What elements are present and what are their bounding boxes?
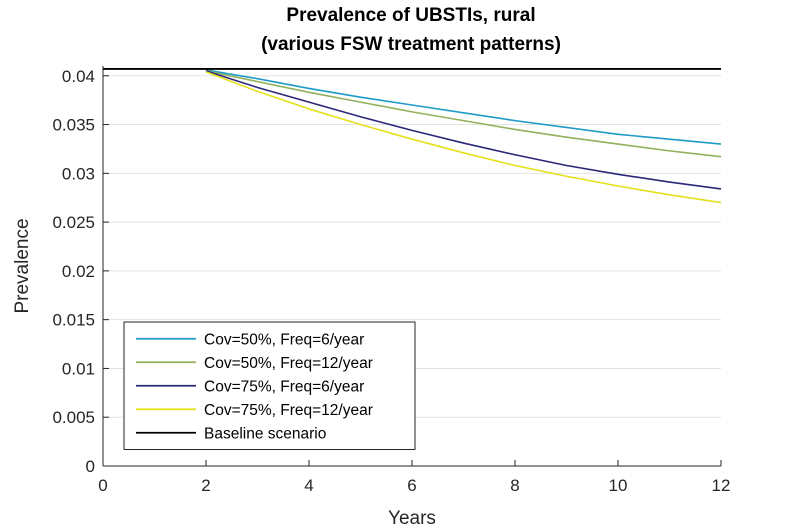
y-tick-label: 0 — [86, 457, 95, 476]
y-tick-label: 0.04 — [62, 67, 95, 86]
x-tick-label: 4 — [304, 476, 313, 495]
legend-label: Cov=75%, Freq=6/year — [204, 378, 364, 395]
y-tick-label: 0.025 — [52, 213, 95, 232]
axes — [102, 66, 722, 467]
series-line-1 — [205, 69, 722, 145]
x-tick-label: 6 — [407, 476, 416, 495]
y-tick-label: 0.02 — [62, 262, 95, 281]
legend-label: Cov=50%, Freq=12/year — [204, 355, 373, 372]
x-tick-label: 2 — [201, 476, 210, 495]
x-tick-label: 12 — [712, 476, 731, 495]
legend-label: Cov=50%, Freq=6/year — [204, 331, 364, 348]
y-tick-label: 0.035 — [52, 116, 95, 135]
series-line-3 — [205, 70, 722, 190]
y-tick-label: 0.03 — [62, 164, 95, 183]
y-tick-label: 0.015 — [52, 311, 95, 330]
y-axis-label: Prevalence — [12, 218, 33, 313]
series-line-4 — [205, 71, 722, 204]
series-line-2 — [205, 70, 722, 158]
chart-title: Prevalence of UBSTIs, rural — [286, 5, 535, 26]
y-tick-label: 0.005 — [52, 408, 95, 427]
series-lines — [103, 68, 722, 204]
legend-label: Cov=75%, Freq=12/year — [204, 402, 373, 419]
legend-label: Baseline scenario — [204, 425, 326, 442]
tick-labels: 0 2 4 6 8 10 12 0 0.005 0.01 0.015 0.02 0.025 0.03 0.0… — [52, 67, 730, 495]
x-tick-label: 0 — [98, 476, 107, 495]
y-tick-label: 0.01 — [62, 359, 95, 378]
x-tick-label: 10 — [609, 476, 628, 495]
legend: Cov=50%, Freq=6/year Cov=50%, Freq=12/yea… — [123, 321, 416, 450]
chart-subtitle: (various FSW treatment patterns) — [261, 34, 561, 55]
x-tick-label: 8 — [510, 476, 519, 495]
x-axis-label: Years — [388, 508, 436, 529]
